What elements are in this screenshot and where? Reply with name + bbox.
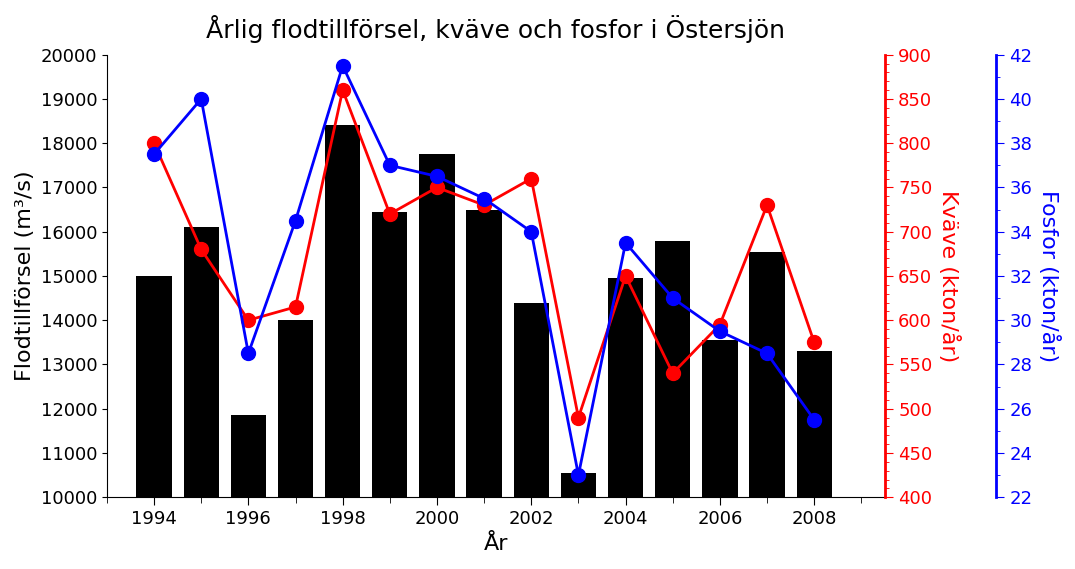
Bar xyxy=(231,415,266,569)
Bar xyxy=(655,241,690,569)
Title: Årlig flodtillförsel, kväve och fosfor i Östersjön: Årlig flodtillförsel, kväve och fosfor i… xyxy=(206,15,786,43)
Bar xyxy=(137,276,172,569)
Bar xyxy=(514,303,549,569)
Y-axis label: Fosfor (kton/år): Fosfor (kton/år) xyxy=(1038,190,1060,362)
Bar xyxy=(607,278,643,569)
Bar xyxy=(419,154,455,569)
Bar xyxy=(561,473,597,569)
Bar xyxy=(702,340,737,569)
Bar xyxy=(797,351,832,569)
Y-axis label: Kväve (kton/år): Kväve (kton/år) xyxy=(938,190,960,362)
Bar xyxy=(372,212,407,569)
Bar xyxy=(325,126,360,569)
Bar xyxy=(749,251,785,569)
Y-axis label: Flodtillförsel (m³/s): Flodtillförsel (m³/s) xyxy=(15,171,35,381)
Bar xyxy=(467,209,502,569)
Bar xyxy=(184,227,219,569)
X-axis label: År: År xyxy=(484,534,508,554)
Bar xyxy=(277,320,313,569)
